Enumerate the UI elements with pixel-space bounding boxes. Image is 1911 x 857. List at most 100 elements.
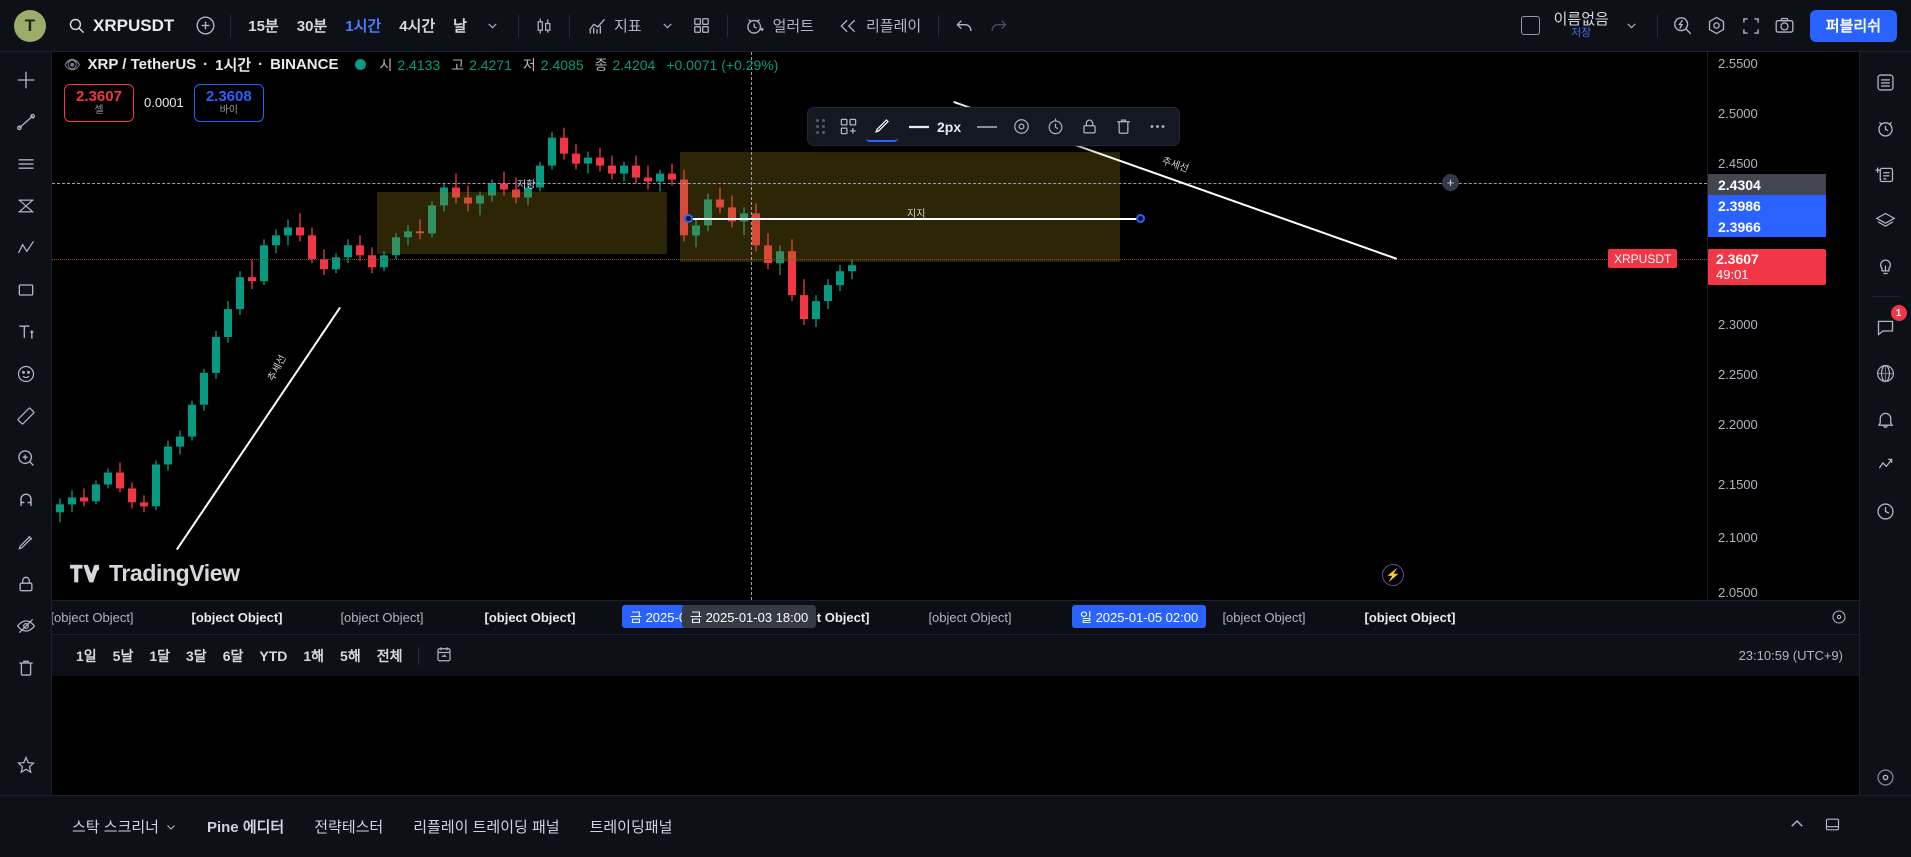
last-price-value: 2.3607 [1716, 251, 1759, 267]
favorites-tool[interactable] [6, 745, 46, 785]
sell-button[interactable]: 2.3607 셀 [64, 84, 134, 122]
hotlists-icon[interactable] [1866, 200, 1906, 240]
hide-drawings-tool[interactable] [6, 606, 46, 646]
tab-replay-trading-panel[interactable]: 리플레이 트레이딩 패널 [413, 816, 559, 837]
shapes-tool[interactable] [6, 270, 46, 310]
avatar[interactable]: T [14, 9, 46, 42]
notifications-icon[interactable] [1866, 399, 1906, 439]
object-tree-icon[interactable] [1866, 757, 1906, 797]
tab-trading-panel[interactable]: 트레이딩패널 [590, 816, 673, 837]
line-thickness-button[interactable]: 2px [900, 112, 969, 142]
tab-strategy-tester[interactable]: 전략테스터 [314, 816, 383, 837]
tab-stock-screener[interactable]: 스탁 스크리너 [72, 816, 177, 837]
delete-drawing-button[interactable] [1107, 112, 1139, 142]
range-5d[interactable]: 5날 [105, 642, 142, 670]
line-color-button[interactable] [866, 112, 898, 142]
collapse-panel-button[interactable] [1788, 815, 1806, 838]
add-template-button[interactable] [832, 112, 864, 142]
line-style-button[interactable] [971, 112, 1003, 142]
watchlist-panel-icon[interactable] [1866, 62, 1906, 102]
auto-scale-badge[interactable]: ⚡ [1382, 564, 1404, 586]
range-5y[interactable]: 5해 [332, 642, 369, 670]
public-chats-icon[interactable] [1866, 445, 1906, 485]
snapshot-button[interactable] [1768, 9, 1802, 43]
indicators-button[interactable]: 지표 [578, 9, 651, 43]
range-6m[interactable]: 6달 [215, 642, 252, 670]
time-scale[interactable]: [object Object] [object Object] [object … [52, 600, 1859, 634]
drawing-history-button[interactable] [1039, 112, 1071, 142]
patterns-tool[interactable] [6, 228, 46, 268]
layout-name-button[interactable]: 이름없음 저장 [1548, 12, 1615, 39]
publish-button[interactable]: 퍼블리쉬 [1809, 9, 1897, 42]
drawing-settings-button[interactable] [1005, 112, 1037, 142]
maximize-panel-button[interactable] [1824, 816, 1841, 838]
drawing-properties-toolbar[interactable]: 2px [807, 107, 1181, 146]
lock-drawing-button[interactable] [1073, 112, 1105, 142]
resistance-zone-rect[interactable] [377, 192, 667, 254]
support-line[interactable] [689, 218, 1144, 220]
replay-button[interactable]: 리플레이 [829, 9, 930, 43]
support-zone-rect[interactable] [680, 152, 1120, 262]
alerts-button[interactable]: 얼러트 [736, 9, 823, 43]
layout-menu-button[interactable] [1615, 9, 1649, 43]
range-3m[interactable]: 3달 [178, 642, 215, 670]
drag-grip-icon[interactable] [816, 119, 825, 134]
support-line-anchor-right[interactable] [1136, 214, 1145, 223]
lock-drawings-tool[interactable] [6, 564, 46, 604]
timescale-settings-button[interactable] [1831, 609, 1847, 625]
tab-pine-editor[interactable]: Pine 에디터 [207, 816, 284, 837]
more-options-button[interactable] [1141, 112, 1173, 142]
interval-more-button[interactable] [476, 9, 510, 43]
support-line-anchor-left[interactable] [684, 214, 693, 223]
quick-search-button[interactable] [1666, 9, 1700, 43]
add-alert-plus-icon[interactable]: + [1442, 174, 1459, 191]
layout-select-button[interactable] [1514, 9, 1548, 43]
range-5d-label: 5날 [112, 647, 134, 664]
ideas-stream-icon[interactable] [1866, 491, 1906, 531]
chart-settings-button[interactable] [1700, 9, 1734, 43]
horizontal-lines-tool[interactable] [6, 144, 46, 184]
fib-tool[interactable] [6, 186, 46, 226]
undo-button[interactable] [947, 9, 981, 43]
legend-interval[interactable]: 1시간 [215, 57, 252, 74]
interval-1d[interactable]: 날 [453, 18, 467, 35]
buy-button[interactable]: 2.3608 바이 [193, 84, 264, 122]
range-1y[interactable]: 1해 [295, 642, 332, 670]
chart-plot-area[interactable]: 저항 지지 추세선 추세선 + TradingView ⚡ [52, 52, 1707, 600]
trend-line-tool[interactable] [6, 102, 46, 142]
redo-button[interactable] [981, 9, 1015, 43]
chart-type-button[interactable] [527, 9, 561, 43]
zoom-tool[interactable] [6, 438, 46, 478]
interval-15m[interactable]: 15분 [248, 18, 279, 35]
interval-4h[interactable]: 4시간 [399, 18, 436, 35]
chart-container[interactable]: 저항 지지 추세선 추세선 + TradingView ⚡ 👁 XRP / Te… [52, 52, 1859, 795]
range-1m[interactable]: 1달 [141, 642, 178, 670]
remove-drawings-tool[interactable] [6, 648, 46, 688]
symbol-search-button[interactable]: XRPUSDT [68, 16, 174, 36]
chat-icon[interactable]: 1 [1866, 305, 1907, 347]
drawing-mode-tool[interactable] [6, 522, 46, 562]
text-tool[interactable] [6, 312, 46, 352]
range-1d[interactable]: 1일 [68, 642, 105, 670]
price-tick: 2.0500 [1718, 585, 1758, 600]
interval-1h[interactable]: 1시간 [345, 18, 382, 35]
magnet-tool[interactable] [6, 480, 46, 520]
range-ytd[interactable]: YTD [251, 644, 295, 668]
emoji-tool[interactable] [6, 354, 46, 394]
add-symbol-button[interactable] [188, 9, 222, 43]
data-window-icon[interactable] [1866, 154, 1906, 194]
cross-cursor-tool[interactable] [6, 60, 46, 100]
interval-30m[interactable]: 30분 [296, 18, 328, 35]
ideas-icon[interactable] [1866, 246, 1906, 286]
range-all[interactable]: 전체 [369, 642, 411, 670]
indicator-templates-button[interactable] [685, 9, 719, 43]
goto-date-button[interactable] [427, 641, 461, 670]
eye-hide-icon[interactable]: 👁 [64, 56, 81, 72]
alerts-panel-icon[interactable] [1866, 108, 1906, 148]
price-scale[interactable]: 2.5500 2.5000 2.4500 2.4000 2.3500 2.300… [1608, 52, 1859, 600]
indicators-more-button[interactable] [651, 9, 685, 43]
measure-tool[interactable] [6, 396, 46, 436]
broker-icon[interactable] [1866, 353, 1906, 393]
fullscreen-button[interactable] [1734, 9, 1768, 43]
legend-symbol[interactable]: XRP / TetherUS [87, 56, 197, 73]
